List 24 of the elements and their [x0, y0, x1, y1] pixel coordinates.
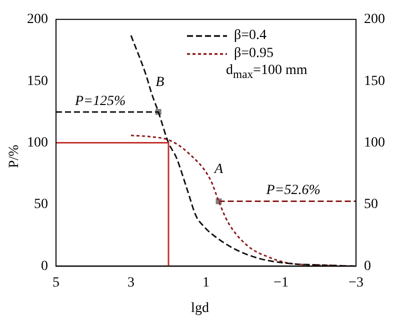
y2-tick-label: 200: [364, 12, 385, 28]
annotation: A: [214, 162, 224, 177]
y2-tick-label: 150: [364, 74, 385, 89]
y-tick-label: 50: [34, 197, 48, 212]
legend-label: β=0.95: [234, 46, 274, 62]
x-tick-label: −3: [348, 275, 364, 290]
y2-tick-label: 100: [364, 135, 385, 150]
y-tick-label: 100: [27, 135, 48, 150]
y-tick-label: 0: [41, 258, 48, 274]
y2-tick-label: 50: [364, 197, 378, 212]
x-tick-label: 1: [202, 275, 210, 290]
y-axis-title: P/%: [7, 144, 22, 168]
annotation: P=52.6%: [266, 183, 320, 198]
annotation: P=125%: [75, 94, 126, 109]
x-tick-label: 3: [128, 275, 134, 290]
x-tick-label: −1: [274, 275, 288, 290]
x-tick-label: 5: [52, 275, 60, 290]
x-axis-title: lgd: [191, 301, 209, 316]
y-tick-label: 200: [27, 12, 48, 28]
legend-label: β=0.4: [234, 28, 267, 44]
y-tick-label: 150: [27, 74, 48, 89]
annotation: B: [156, 75, 164, 90]
annotation: d$_{max}$=100 mm: [226, 63, 308, 82]
y2-tick-label: 0: [364, 258, 371, 274]
